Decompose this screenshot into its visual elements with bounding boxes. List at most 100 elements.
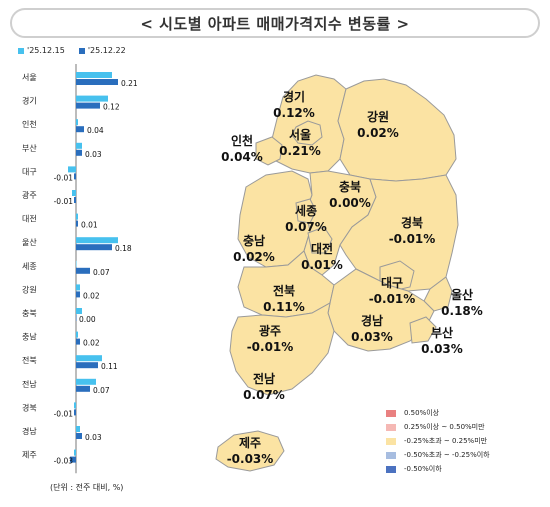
- region-jeju: [215, 430, 285, 472]
- legend-label-series2: '25.12.22: [87, 46, 126, 55]
- category-label: 전남: [22, 379, 37, 389]
- legend-swatch-series1: [18, 47, 24, 54]
- map-legend-swatch: [386, 437, 396, 445]
- legend-swatch-series2: [78, 47, 85, 54]
- legend-item-series2: '25.12.22: [78, 46, 126, 55]
- map-value-sejong: 0.07%: [285, 220, 327, 234]
- map-name-busan: 부산: [431, 325, 453, 340]
- region-daejeon: [307, 226, 333, 254]
- map-name-incheon: 인천: [231, 133, 253, 148]
- bar-series2: [76, 102, 100, 109]
- map-value-gwangju: -0.01%: [247, 340, 294, 354]
- map-value-jeonbuk: 0.11%: [263, 300, 305, 314]
- category-label: 충북: [22, 309, 37, 318]
- bar-series1: [76, 213, 78, 220]
- map-legend-swatch: [386, 465, 396, 473]
- map-legend-label: -0.50%이하: [404, 465, 442, 473]
- map-legend-label: -0.25%초과 ~ 0.25%미만: [404, 437, 488, 445]
- data-label: 0.03: [85, 150, 102, 159]
- data-label: -0.03: [54, 457, 74, 466]
- bar-chart: 서울 0.21 경기 0.12 인천 0.04 부산 0.03 대구 -0.01 광주 -0.01 대전…: [22, 64, 138, 474]
- map-value-daejeon: 0.01%: [301, 258, 343, 272]
- category-label: 대구: [22, 167, 37, 176]
- title-box: < 시도별 아파트 매매가격지수 변동률 >: [10, 8, 540, 38]
- map-legend-swatch: [386, 423, 396, 431]
- map-legend-label: 0.25%이상 ~ 0.50%미만: [404, 423, 485, 431]
- bar-series2: [76, 362, 98, 369]
- region-busan: [409, 316, 437, 344]
- map-legend-item: 0.50%이상: [386, 406, 490, 420]
- category-label: 서울: [22, 73, 37, 82]
- map-shapes: [215, 74, 459, 472]
- bar-series2: [74, 409, 76, 416]
- map-name-ulsan: 울산: [451, 287, 473, 302]
- map-name-chungbuk: 충북: [339, 179, 361, 194]
- bar-series2: [76, 315, 77, 321]
- map-name-sejong: 세종: [295, 203, 317, 218]
- category-label: 광주: [22, 190, 37, 200]
- map-value-ulsan: 0.18%: [441, 304, 483, 318]
- map-value-seoul: 0.21%: [279, 144, 321, 158]
- bar-series1: [72, 190, 76, 196]
- category-label: 강원: [22, 284, 37, 294]
- bar-series1: [76, 260, 77, 267]
- category-label: 세종: [22, 262, 37, 271]
- category-label: 인천: [22, 119, 37, 129]
- region-jeonnam: [229, 302, 335, 396]
- bar-series1: [76, 331, 78, 338]
- map-value-gyeongbuk: -0.01%: [389, 232, 436, 246]
- bar-series1: [76, 426, 80, 432]
- map-name-jeju: 제주: [239, 436, 261, 450]
- data-label: -0.01: [54, 173, 74, 182]
- map-legend-label: -0.50%초과 ~ -0.25%이하: [404, 451, 490, 459]
- map-name-gyeongnam: 경남: [361, 313, 383, 328]
- map-name-seoul: 서울: [289, 127, 311, 142]
- category-label: 제주: [22, 451, 37, 460]
- map-legend-item: -0.50%초과 ~ -0.25%이하: [386, 448, 490, 462]
- data-label: 0.07: [93, 386, 110, 395]
- bar-series2: [70, 456, 76, 463]
- data-label: 0.07: [93, 268, 110, 277]
- map-value-gangwon: 0.02%: [357, 126, 399, 140]
- map-value-chungbuk: 0.00%: [329, 196, 371, 210]
- bar-series2: [76, 267, 90, 274]
- data-label: 0.03: [85, 433, 102, 442]
- category-label: 전북: [22, 355, 37, 365]
- data-label: 0.18: [115, 244, 132, 253]
- bar-series1: [76, 308, 82, 314]
- legend-item-series1: '25.12.15: [18, 46, 65, 55]
- map-value-incheon: 0.04%: [221, 150, 263, 164]
- map-name-gangwon: 강원: [367, 110, 389, 124]
- map-name-gyeongbuk: 경북: [401, 216, 423, 230]
- region-seoul: [291, 120, 323, 146]
- category-label: 울산: [22, 237, 37, 247]
- bar-series1: [76, 378, 96, 385]
- data-label: 0.12: [103, 103, 120, 112]
- category-label: 충남: [22, 333, 37, 342]
- region-incheon: [255, 136, 283, 166]
- bar-series2: [76, 149, 82, 156]
- bar-series1: [76, 284, 80, 291]
- map-name-chungnam: 충남: [243, 233, 265, 248]
- map-value-chungnam: 0.02%: [233, 250, 275, 264]
- map-legend-swatch: [386, 409, 396, 417]
- map-value-jeonnam: 0.07%: [243, 388, 285, 402]
- map-value-daegu: -0.01%: [369, 292, 416, 306]
- bar-series1: [76, 72, 112, 78]
- bar-series1: [76, 355, 102, 362]
- bar-series2: [74, 173, 76, 180]
- category-label: 부산: [22, 143, 37, 153]
- legend-label-series1: '25.12.15: [27, 46, 65, 55]
- bar-series2: [76, 220, 78, 227]
- bar-series2: [76, 244, 112, 251]
- bar-series2: [76, 338, 80, 345]
- category-label: 대전: [22, 214, 37, 224]
- korea-map: 경기 0.12% 서울 0.21% 인천 0.04% 강원 0.02% 충북 0…: [215, 74, 483, 472]
- map-value-gyeonggi: 0.12%: [273, 106, 315, 120]
- category-label: 경북: [22, 402, 37, 412]
- map-legend-swatch: [386, 451, 396, 459]
- map-value-gyeongnam: 0.03%: [351, 330, 393, 344]
- data-label: -0.01: [54, 197, 74, 206]
- bar-series1: [76, 95, 108, 102]
- data-label: 0.04: [87, 126, 104, 135]
